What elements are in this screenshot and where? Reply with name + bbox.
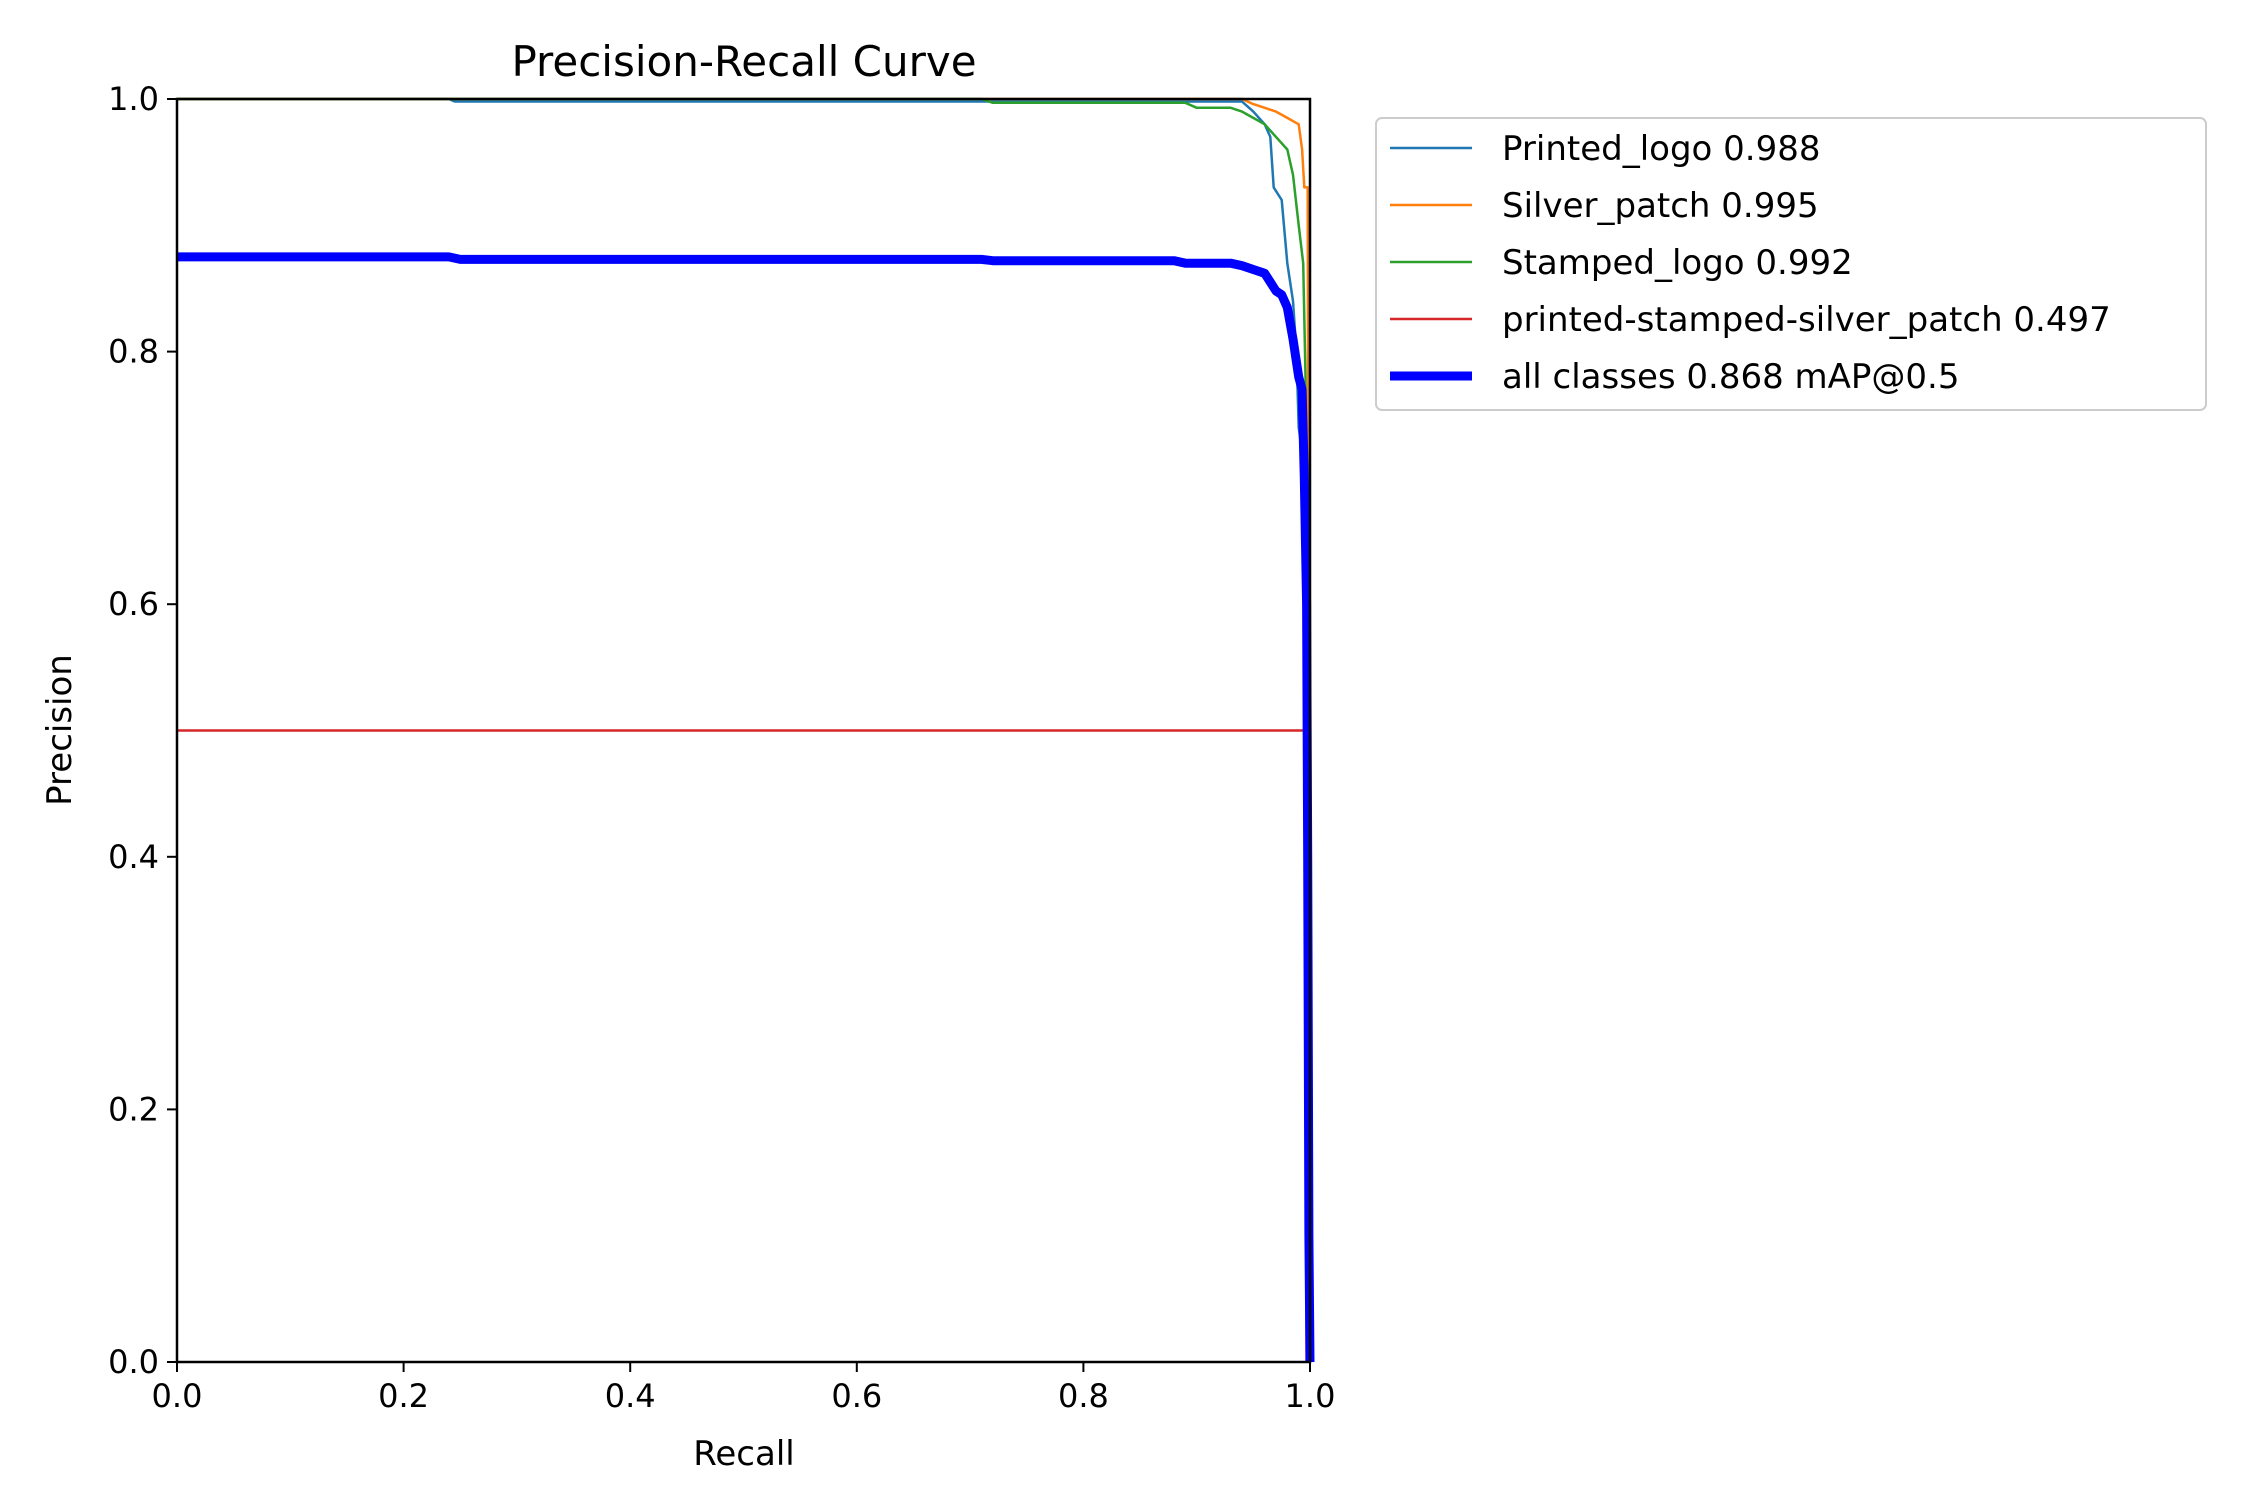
y-tick-label: 1.0 [108,80,159,118]
series-line-2 [177,97,1311,1363]
legend-entry-1: Silver_patch 0.995 [1502,186,1819,226]
y-axis: 0.0 0.2 0.4 0.6 0.8 1.0 [108,80,177,1381]
chart-title: Precision-Recall Curve [511,37,976,86]
plot-frame [175,97,1312,1364]
legend: Printed_logo 0.988 Silver_patch 0.995 Stam… [1375,117,2207,411]
y-tick-label: 0.2 [108,1090,159,1128]
y-tick-label: 0.4 [108,838,159,876]
series-line-1 [177,97,1312,1363]
legend-box [1375,117,2207,411]
x-tick-label: 0.0 [152,1377,203,1415]
x-tick-label: 0.2 [378,1377,429,1415]
y-axis-label: Precision [40,654,80,806]
x-tick-label: 0.8 [1058,1377,1109,1415]
legend-entry-0: Printed_logo 0.988 [1502,129,1820,169]
x-axis: 0.0 0.2 0.4 0.6 0.8 1.0 [152,1362,1336,1415]
series-line-4 [177,252,1315,1363]
plot-area [177,97,1315,1363]
legend-entry-2: Stamped_logo 0.992 [1502,243,1853,283]
y-tick-label: 0.8 [108,333,159,371]
series-line-3 [177,729,1308,1363]
x-tick-label: 0.6 [831,1377,882,1415]
x-tick-label: 1.0 [1285,1377,1336,1415]
y-tick-label: 0.6 [108,585,159,623]
x-axis-label: Recall [693,1434,794,1474]
legend-entry-3: printed-stamped-silver_patch 0.497 [1502,300,2111,340]
x-tick-label: 0.4 [605,1377,656,1415]
legend-entry-4: all classes 0.868 mAP@0.5 [1502,357,1959,397]
y-tick-label: 0.0 [108,1343,159,1381]
